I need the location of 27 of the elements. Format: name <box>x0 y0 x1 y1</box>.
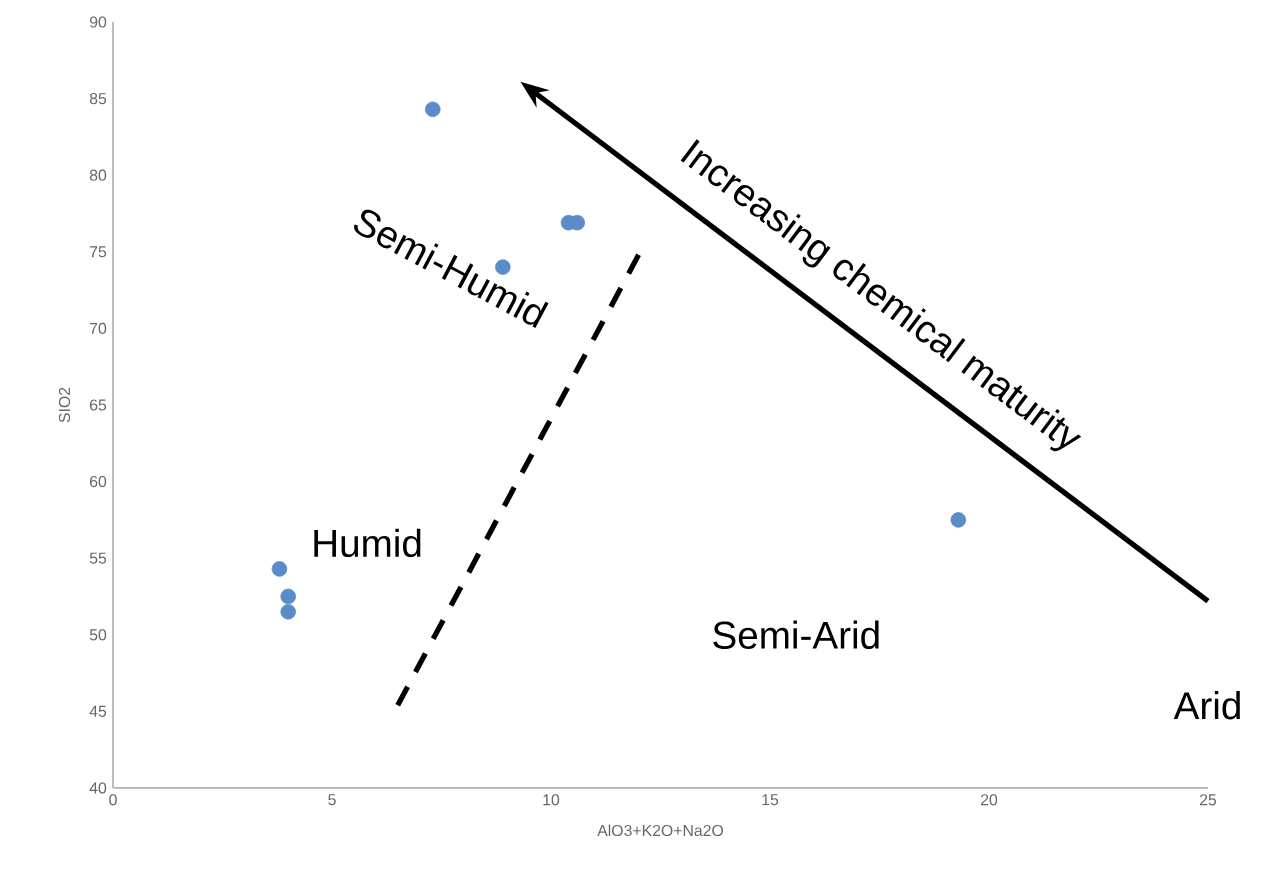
y-tick-label: 70 <box>90 322 107 334</box>
annotation: Humid <box>314 528 421 558</box>
y-tick-label: 60 <box>90 475 107 488</box>
x-tick-label: 15 <box>762 794 779 806</box>
point <box>280 588 296 605</box>
point <box>425 101 441 118</box>
y-tick-label: 80 <box>89 169 107 181</box>
x-tick-label: 5 <box>328 794 336 806</box>
y-axis-title: SIO2 <box>58 387 71 423</box>
y-tick-label: 65 <box>90 399 107 411</box>
point <box>950 512 967 528</box>
y-tick-label: 40 <box>89 782 107 794</box>
y-tick-label: 45 <box>89 705 107 717</box>
point <box>280 604 296 620</box>
x-tick-label: 25 <box>1200 794 1217 806</box>
y-tick-label: 85 <box>89 92 107 105</box>
annotation: Arid <box>1173 691 1240 720</box>
y-tick-label: 75 <box>90 246 107 258</box>
x-tick-label: 10 <box>543 794 560 806</box>
x-tick-label: 20 <box>981 794 998 806</box>
annotation: Semi-Arid <box>713 620 879 649</box>
y-tick-label: 50 <box>89 629 107 641</box>
y-tick-label: 90 <box>89 16 107 28</box>
y-tick-label: 55 <box>89 552 107 564</box>
x-tick-label: 0 <box>109 794 117 806</box>
point <box>271 561 288 577</box>
x-axis-title: AlO3+K2O+Na2O <box>597 824 724 837</box>
